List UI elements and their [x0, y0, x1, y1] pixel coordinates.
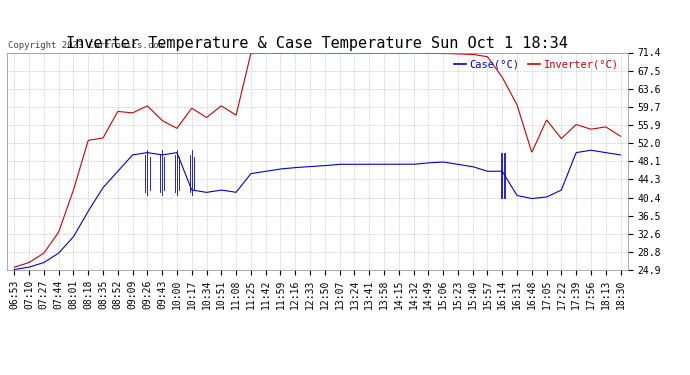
Legend: Case(°C), Inverter(°C): Case(°C), Inverter(°C) [450, 56, 622, 74]
Title: Inverter Temperature & Case Temperature Sun Oct 1 18:34: Inverter Temperature & Case Temperature … [66, 36, 569, 51]
Text: Copyright 2023 Cartronics.com: Copyright 2023 Cartronics.com [8, 41, 164, 50]
